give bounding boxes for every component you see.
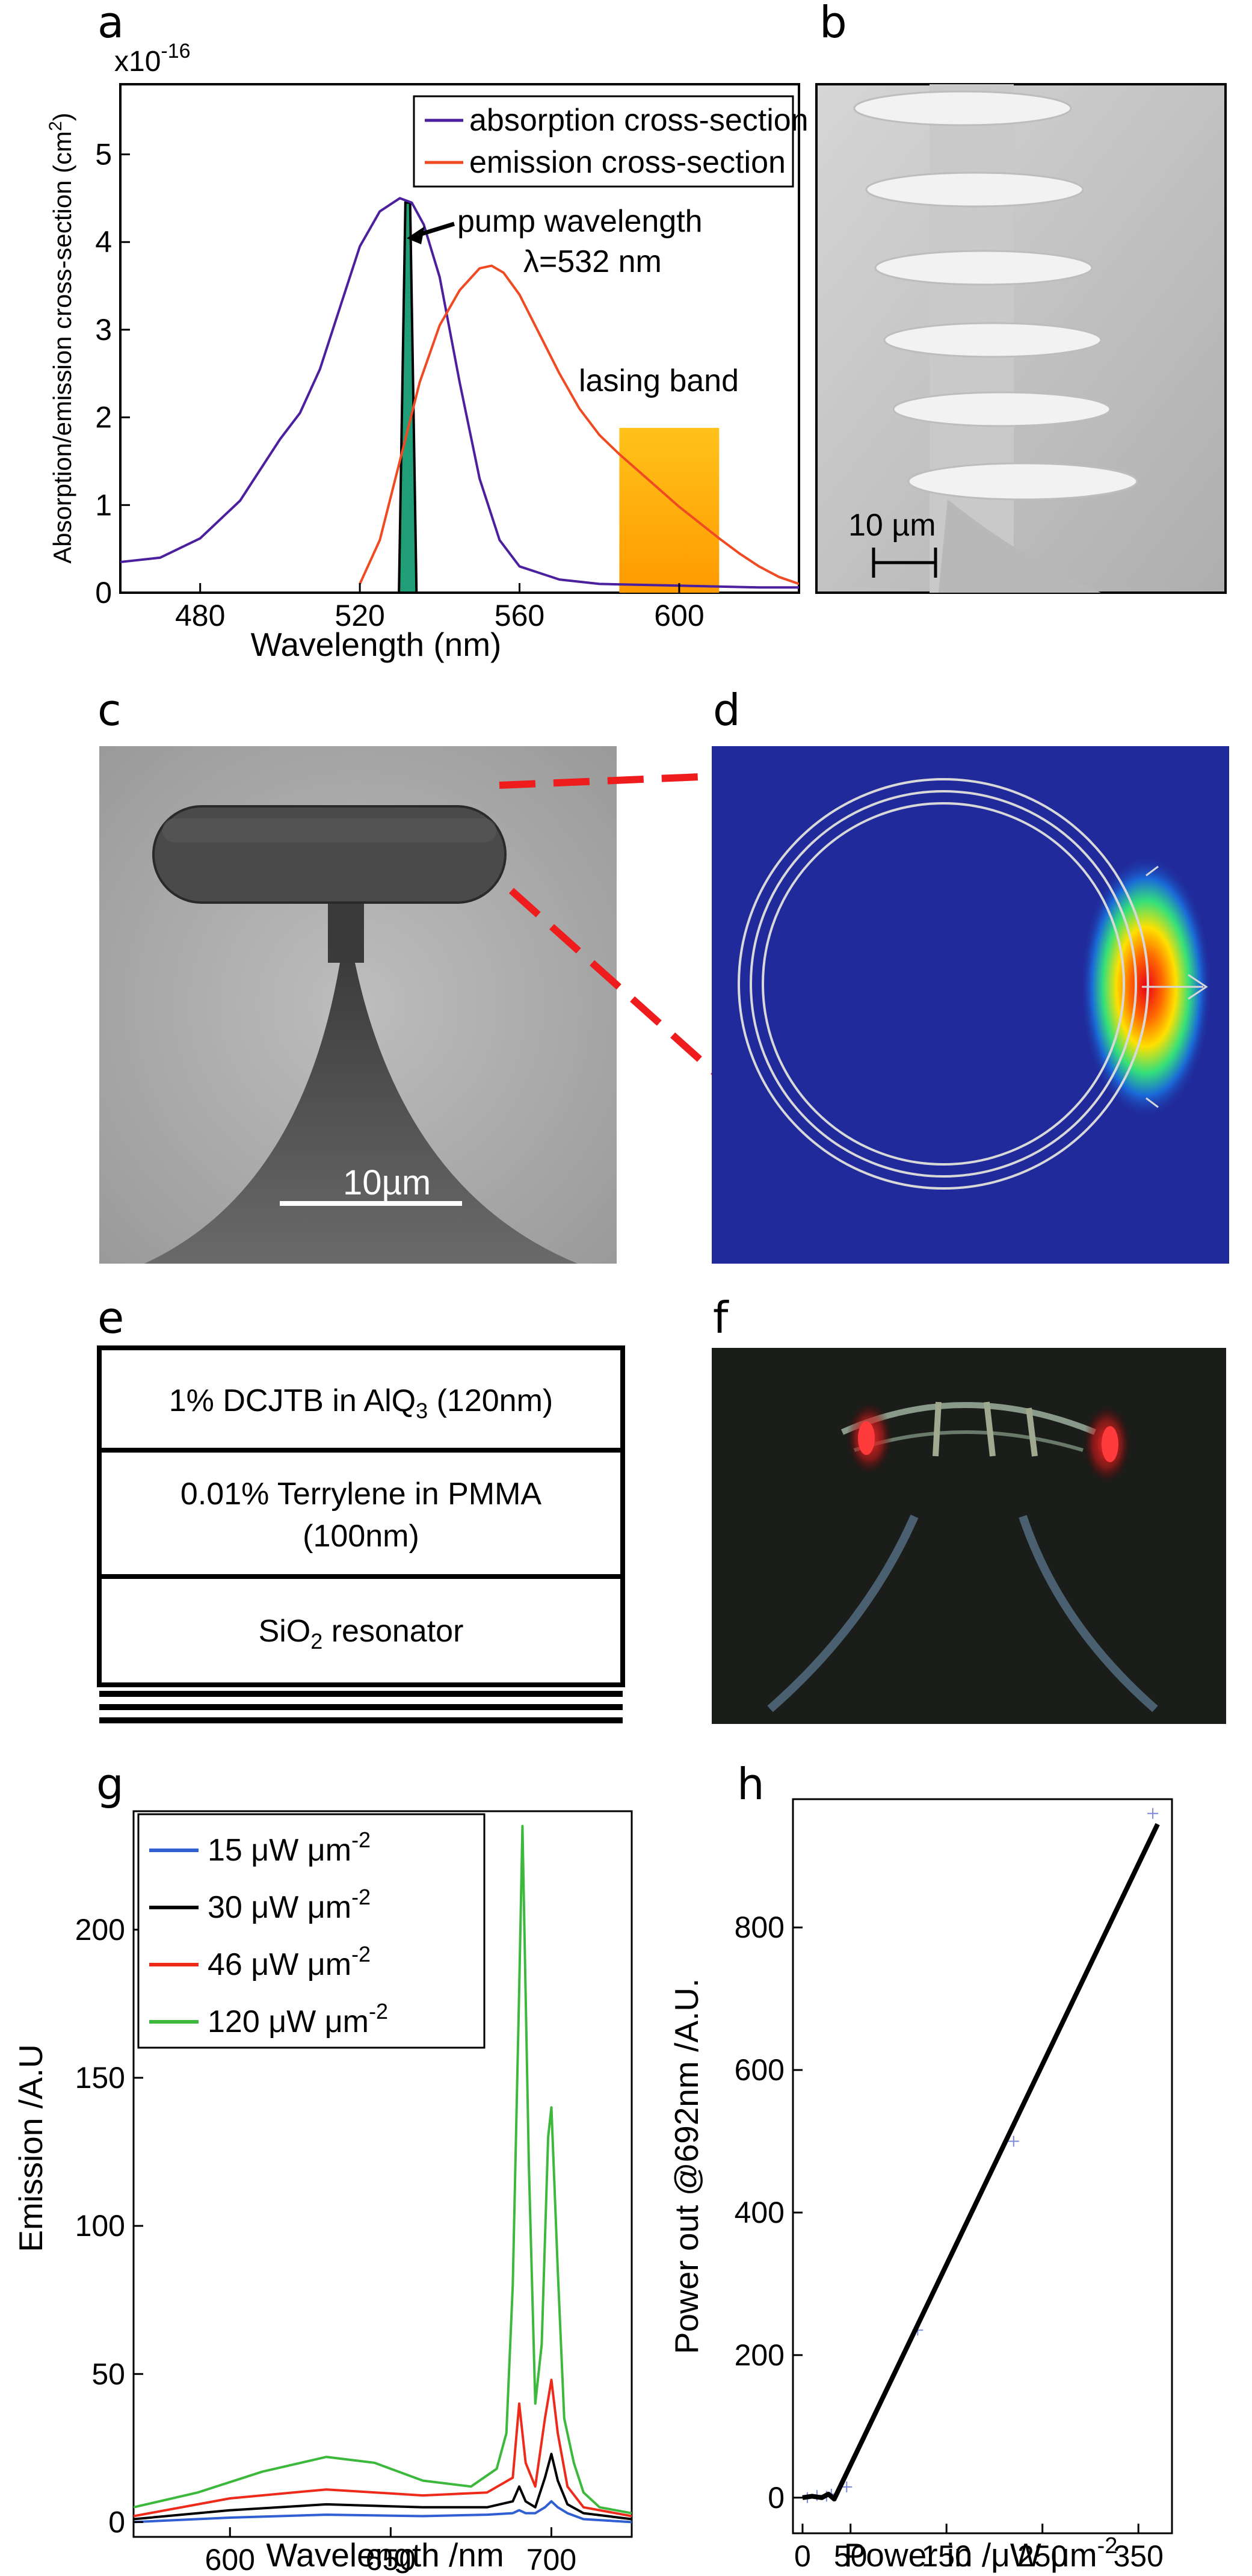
x-tick-label: 520 <box>335 599 384 632</box>
x-tick-label: 0 <box>794 2539 811 2573</box>
scale-bar-b <box>872 548 937 578</box>
sem-image-c <box>99 746 617 1264</box>
fit-line <box>802 1823 1160 2502</box>
y-multiplier: x10-16 <box>114 40 191 78</box>
absorption-series-line <box>120 197 799 589</box>
layer1-label: 1% DCJTB in AlQ3 (120nm) <box>169 1383 553 1423</box>
y-tick-label: 150 <box>75 2061 125 2095</box>
data-point <box>1147 1808 1159 1819</box>
panel-label-b: b <box>819 0 847 48</box>
y-tick-label: 600 <box>735 2053 785 2087</box>
emission-series-line <box>359 264 799 585</box>
lasing-annotation: lasing band <box>579 363 739 398</box>
series-30-line <box>134 2453 632 2521</box>
x-tick-label: 50 <box>834 2539 868 2573</box>
panel-label-d: d <box>713 685 741 735</box>
layer3-label: SiO2 resonator <box>259 1614 464 1654</box>
y-tick-label: 3 <box>95 313 112 347</box>
y-tick-label: 800 <box>735 1910 785 1944</box>
series-46-line <box>134 2379 632 2518</box>
chart-a: 480 520 560 600 0 1 2 3 4 5 <box>95 83 800 632</box>
panel-label-h: h <box>737 1759 765 1809</box>
scale-bar-label-b: 10 µm <box>848 508 936 543</box>
panel-label-a: a <box>97 0 124 48</box>
panel-label-e: e <box>97 1293 124 1343</box>
x-tick-label: 600 <box>654 599 704 632</box>
scale-bar-label-c: 10µm <box>343 1163 431 1202</box>
legend-label-30: 30 μW μm-2 <box>208 1885 371 1925</box>
plot-frame-h <box>792 1798 1173 2534</box>
y-tick-label: 400 <box>735 2196 785 2229</box>
lasing-band-rect <box>619 428 720 593</box>
y-tick-label: 0 <box>95 576 112 610</box>
pump-line-marker <box>398 201 418 594</box>
x-axis-label-h: Power in /μW μm-2 <box>844 2533 1118 2574</box>
pump-annotation-line2: λ=532 nm <box>523 244 662 279</box>
legend-a: absorption cross-section emission cross-… <box>413 95 809 188</box>
x-tick-label: 560 <box>495 599 544 632</box>
x-tick-label: 350 <box>1113 2539 1163 2573</box>
y-axis-label-h: Power out @692nm /A.U. <box>668 1978 705 2354</box>
x-tick-label: 600 <box>205 2543 255 2576</box>
optical-image-f <box>712 1348 1226 1724</box>
series-120-line <box>134 1824 632 2515</box>
legend-label-emission: emission cross-section <box>469 145 786 180</box>
layer-stack-e <box>97 1345 625 1723</box>
layer2-label-line1: 0.01% Terrylene in PMMA <box>180 1477 542 1512</box>
y-tick-label: 200 <box>75 1913 125 1947</box>
layer2-label-line2: (100nm) <box>303 1519 419 1554</box>
layer-dcjtb <box>97 1345 625 1453</box>
x-tick-label: 650 <box>366 2543 416 2576</box>
y-tick-label: 1 <box>95 488 112 522</box>
y-tick-label: 5 <box>95 138 112 171</box>
series-15-line <box>134 2500 632 2524</box>
legend-label-120: 120 μW μm-2 <box>208 1999 388 2039</box>
legend-box-a <box>413 95 794 188</box>
x-tick-label: 700 <box>526 2543 576 2576</box>
panel-label-c: c <box>97 685 122 735</box>
y-axis-label-a: Absorption/emission cross-section (cm2) <box>46 113 76 564</box>
x-axis-label-g: Wavelength /nm <box>266 2536 504 2574</box>
x-tick-label: 150 <box>921 2539 971 2573</box>
data-point <box>1008 2136 1019 2147</box>
legend-label-46: 46 μW μm-2 <box>208 1942 371 1982</box>
legend-label-15: 15 μW μm-2 <box>208 1827 371 1868</box>
y-tick-label: 50 <box>91 2357 125 2391</box>
y-tick-label: 100 <box>75 2209 125 2243</box>
panel-label-g: g <box>96 1759 124 1809</box>
y-tick-label: 2 <box>95 401 112 434</box>
plot-frame-a <box>119 83 800 594</box>
x-tick-label: 480 <box>175 599 225 632</box>
y-axis-label-g: Emission /A.U <box>12 2044 49 2252</box>
plot-frame-g <box>132 1810 633 2538</box>
legend-g: 15 μW μm-2 30 μW μm-2 46 μW μm-2 120 μW … <box>137 1813 486 2049</box>
chart-g: 600 650 700 0 50 100 150 200 <box>75 1810 633 2576</box>
data-point <box>841 2482 853 2493</box>
mode-simulation-d <box>712 746 1229 1264</box>
legend-box-g <box>137 1813 486 2049</box>
x-axis-label-a: Wavelength (nm) <box>251 626 502 663</box>
y-tick-label: 0 <box>108 2505 125 2539</box>
panel-label-f: f <box>713 1293 729 1343</box>
legend-label-absorption: absorption cross-section <box>469 103 809 138</box>
x-tick-label: 250 <box>1017 2539 1067 2573</box>
chart-h: 0 50 150 250 350 0 200 400 600 800 <box>735 1798 1173 2573</box>
layer-terrylene <box>97 1448 625 1579</box>
layer-sio2 <box>97 1574 625 1687</box>
y-tick-label: 4 <box>95 225 112 259</box>
y-tick-label: 0 <box>768 2481 785 2515</box>
y-tick-label: 200 <box>735 2338 785 2372</box>
pump-arrow-head <box>407 226 425 244</box>
sem-image-b <box>815 83 1227 594</box>
pump-annotation-line1: pump wavelength <box>457 204 703 239</box>
